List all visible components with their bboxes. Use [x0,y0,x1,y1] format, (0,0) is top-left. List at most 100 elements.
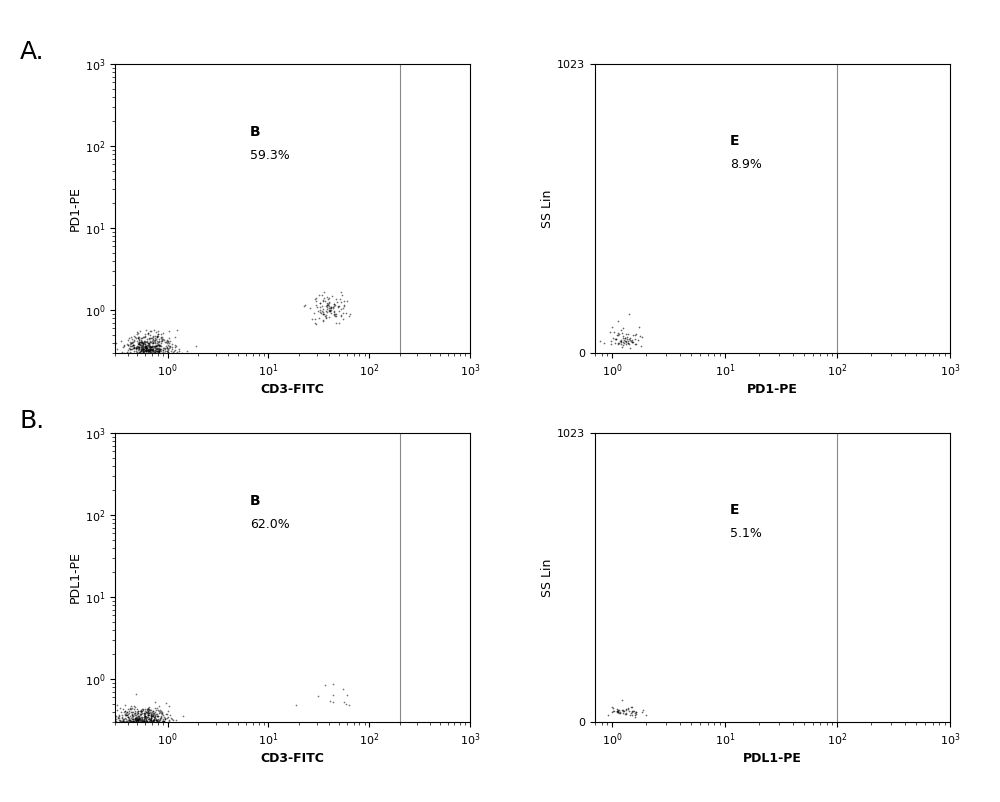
Point [153,354,169,367]
Point [154,346,170,359]
Point [131,342,147,354]
Point [143,719,159,732]
Point [307,293,323,306]
Point [151,345,167,358]
Point [132,734,148,747]
Point [143,346,159,358]
Point [133,345,149,358]
Point [127,718,143,731]
Point [613,338,629,350]
Point [144,348,160,361]
Point [98,716,114,729]
Point [125,722,141,735]
Point [620,702,636,715]
Point [136,719,152,732]
Point [146,355,162,368]
Point [131,719,147,732]
Point [124,706,140,719]
Point [123,337,139,350]
Point [147,349,163,362]
Point [146,350,162,363]
Point [111,717,127,730]
Point [144,346,160,359]
Point [132,716,148,729]
Point [135,354,151,367]
Point [628,327,644,340]
Point [148,349,164,362]
Point [138,716,154,729]
Point [159,341,175,354]
Point [159,708,175,721]
Point [129,719,145,732]
Point [130,331,146,344]
Point [122,338,138,350]
Point [148,338,164,351]
Point [137,722,153,735]
Point [131,336,147,349]
Point [128,727,144,739]
Point [130,724,146,737]
Point [127,725,143,738]
Point [121,342,137,354]
Point [138,706,154,719]
Point [135,348,151,361]
Point [134,335,150,348]
Point [151,346,167,358]
Point [336,299,352,312]
Point [142,352,158,365]
Point [141,337,157,350]
Point [131,335,147,348]
Point [148,721,164,734]
Point [157,341,173,354]
Point [129,724,145,737]
Point [610,315,626,328]
Point [140,339,156,352]
Point [145,723,161,735]
Point [125,353,141,366]
Point [139,718,155,731]
Point [139,351,155,364]
Point [144,354,160,367]
Point [135,723,151,735]
Point [141,354,157,367]
Text: E: E [730,503,739,517]
Point [134,703,150,715]
Point [145,727,161,739]
Point [149,710,165,723]
Point [137,723,153,735]
Point [140,328,156,341]
Point [121,741,137,754]
Point [148,714,164,727]
Point [332,293,348,306]
Point [144,715,160,727]
Point [131,346,147,359]
Point [163,719,179,731]
Point [319,301,335,314]
Point [141,343,157,356]
Point [114,723,130,735]
Point [126,719,142,731]
Point [121,719,137,732]
Point [170,723,186,735]
Point [150,727,166,739]
Point [140,721,156,734]
Point [127,348,143,361]
Point [117,715,133,728]
Point [125,712,141,725]
Point [123,715,139,728]
Point [160,334,176,347]
Point [308,291,324,304]
Point [143,714,159,727]
Point [123,715,139,727]
Point [126,362,142,375]
Point [139,717,155,730]
Point [125,710,141,723]
Point [624,706,640,719]
Point [130,343,146,356]
Point [126,345,142,358]
Point [134,719,150,732]
Point [130,331,146,344]
Point [138,341,154,354]
Point [125,718,141,731]
Point [146,720,162,733]
